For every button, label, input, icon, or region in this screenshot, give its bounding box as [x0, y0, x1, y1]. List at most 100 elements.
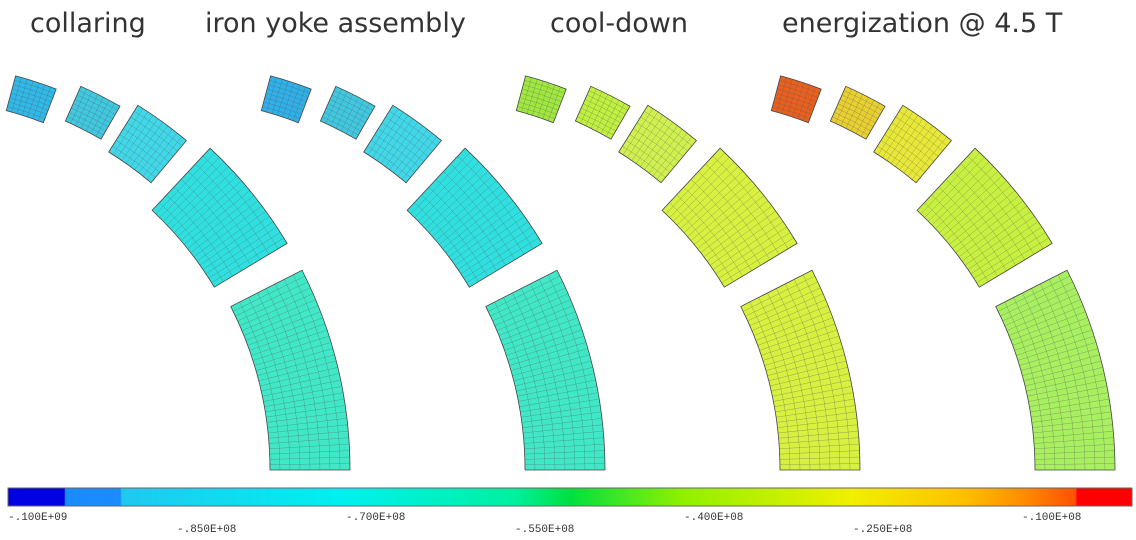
- mesh-arc: [629, 134, 675, 168]
- mesh-arc: [785, 283, 831, 471]
- mesh-arc: [428, 186, 497, 271]
- mesh-arc: [374, 134, 420, 168]
- mesh-arc: [838, 103, 876, 123]
- colorbar-label: -.100E+08: [1022, 512, 1081, 524]
- mesh-arc: [378, 128, 424, 162]
- mesh-arc: [644, 111, 693, 147]
- mesh-arc: [503, 297, 546, 471]
- mesh-arc: [524, 80, 565, 94]
- mesh-arc: [802, 274, 851, 471]
- mesh-arc: [329, 99, 368, 119]
- mesh-arc: [774, 97, 814, 111]
- colorbar-label: -.400E+08: [684, 512, 743, 524]
- mesh-arc: [945, 179, 1016, 266]
- mesh-arc: [523, 84, 564, 98]
- mesh-arc: [263, 101, 302, 115]
- mesh-arc: [67, 116, 104, 136]
- mesh-arc: [13, 84, 54, 98]
- mesh-arc: [588, 90, 628, 111]
- mesh-arc: [333, 90, 373, 111]
- mesh-arc: [264, 97, 304, 111]
- mesh-arc: [622, 146, 666, 178]
- mesh-arc: [1022, 292, 1066, 471]
- mesh-arc: [126, 122, 174, 157]
- mesh-arc: [899, 111, 948, 147]
- mesh-arc: [953, 171, 1025, 260]
- mesh-arc: [262, 106, 300, 119]
- mesh-arc: [195, 163, 270, 255]
- mesh-arc: [112, 146, 156, 178]
- mesh-arc: [1049, 279, 1096, 471]
- mesh-arc: [518, 101, 557, 115]
- mesh-arc: [257, 292, 301, 471]
- mesh-arc: [888, 128, 934, 162]
- mesh-arc: [931, 194, 998, 277]
- mesh-arc: [267, 88, 307, 102]
- mesh-arc: [584, 99, 623, 119]
- mesh-arc: [547, 274, 596, 471]
- coil-block: [829, 85, 886, 140]
- panel-title: cool-down: [550, 8, 688, 39]
- mesh-arc: [633, 128, 679, 162]
- mesh-arc: [9, 97, 49, 111]
- mesh-arc: [268, 84, 309, 98]
- mesh-arc: [123, 128, 169, 162]
- colorbar-label: -.550E+08: [515, 524, 574, 536]
- mesh-arc: [370, 140, 415, 173]
- mesh-arc: [74, 99, 113, 119]
- mesh-arc: [166, 194, 233, 277]
- mesh-arc: [794, 279, 841, 471]
- panel-title: energization @ 4.5 T: [782, 8, 1063, 39]
- mesh-arc: [520, 93, 560, 107]
- coil-block: [64, 85, 121, 140]
- mesh-arc: [967, 155, 1044, 249]
- mesh-arc: [676, 194, 743, 277]
- mesh-arc: [877, 146, 921, 178]
- mesh-arc: [779, 80, 820, 94]
- mesh-arc: [73, 103, 111, 123]
- mesh-arc: [843, 90, 883, 111]
- mesh-arc: [188, 171, 260, 260]
- mesh-arc: [960, 163, 1035, 255]
- mesh-arc: [841, 94, 881, 115]
- mesh-arc: [450, 163, 525, 255]
- mesh-arc: [1013, 297, 1056, 471]
- coil-block: [916, 147, 1053, 288]
- mesh-arc: [266, 288, 311, 471]
- mesh-arc: [836, 107, 874, 127]
- mesh-arc: [778, 84, 819, 98]
- coil-block: [108, 104, 187, 184]
- mesh-arc: [10, 93, 50, 107]
- mesh-arc: [119, 134, 165, 168]
- mesh-arc: [579, 112, 616, 132]
- mesh-arc: [8, 101, 47, 115]
- mesh-arc: [891, 122, 939, 157]
- mesh-arc: [775, 93, 815, 107]
- mesh-arc: [512, 292, 556, 471]
- mesh-arc: [577, 116, 614, 136]
- mesh-arc: [832, 116, 869, 136]
- panel-title: collaring: [30, 8, 146, 39]
- mesh-arc: [159, 202, 224, 282]
- mesh-arc: [275, 283, 321, 471]
- mesh-arc: [924, 202, 989, 282]
- panels: [5, 75, 1116, 471]
- mesh-arc: [539, 279, 586, 471]
- mesh-arc: [12, 88, 52, 102]
- colorbar-labels: -.100E+09 -.850E+08 -.700E+08 -.550E+08 -.40…: [8, 512, 1081, 536]
- mesh-arc: [776, 288, 821, 471]
- mesh-arc: [115, 140, 160, 173]
- mesh-arc: [202, 155, 279, 249]
- mesh-arc: [173, 186, 242, 271]
- mesh-arc: [248, 297, 291, 471]
- mesh-arc: [180, 179, 251, 266]
- mesh-arc: [683, 186, 752, 271]
- mesh-arc: [669, 202, 734, 282]
- mesh-arc: [884, 134, 930, 168]
- mesh-arc: [284, 279, 331, 471]
- mesh-arc: [76, 94, 116, 115]
- mesh-arc: [69, 112, 106, 132]
- mesh-arc: [1040, 283, 1086, 471]
